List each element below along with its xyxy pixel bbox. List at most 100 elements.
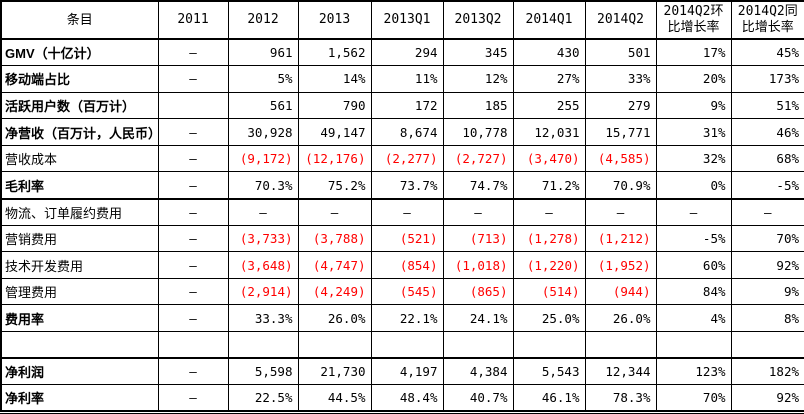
table-row: 净利率 –22.5% 44.5% 48.4% 40.7% 46.1% 78.3% 70% 92%: [0, 384, 804, 412]
column-header-item: 条目: [0, 0, 159, 40]
cell: 9%: [655, 91, 732, 120]
cell: 73.7%: [370, 171, 444, 200]
row-label: 物流、订单履约费用: [0, 197, 159, 226]
cell: 71.2%: [512, 171, 586, 200]
cell: 5,543: [512, 357, 586, 386]
table-row: 费用率 –33.3% 26.0% 22.1% 24.1% 25.0% 26.0% 4% 8%: [0, 304, 804, 333]
cell: 8,674: [370, 118, 444, 146]
column-header: 2013Q1: [370, 0, 444, 40]
cell: 561: [227, 91, 299, 120]
cell: –: [157, 384, 229, 412]
cell: 173%: [730, 65, 804, 93]
cell: (944): [584, 277, 657, 306]
cell: (1,212): [584, 224, 657, 253]
cell: –: [442, 197, 514, 226]
cell: [297, 331, 372, 359]
cell: 74.7%: [442, 171, 514, 200]
row-label: GMV（十亿计）: [0, 38, 159, 67]
table-row: 净利润 –5,598 21,730 4,197 4,384 5,543 12,344 123%…: [0, 357, 804, 386]
cell: (545): [370, 277, 444, 306]
cell: 185: [442, 91, 514, 120]
cell: 8%: [730, 304, 804, 333]
cell: 22.1%: [370, 304, 444, 333]
cell: 92%: [730, 384, 804, 412]
cell: 4,384: [442, 357, 514, 386]
cell: 78.3%: [584, 384, 657, 412]
cell: 33.3%: [227, 304, 299, 333]
table-row: 毛利率 –70.3% 75.2% 73.7% 74.7% 71.2% 70.9% 0% -5%: [0, 171, 804, 200]
cell: 0%: [655, 171, 732, 200]
row-label: 净利率: [0, 384, 159, 412]
cell: 31%: [655, 118, 732, 146]
row-label: 毛利率: [0, 171, 159, 200]
cell: –: [157, 357, 229, 386]
cell: 11%: [370, 65, 444, 93]
cell: 84%: [655, 277, 732, 306]
table-row: 管理费用 – (2,914) (4,249) (545) (865) (514) (944) 8…: [0, 277, 804, 306]
row-label: [0, 331, 159, 359]
cell: 26.0%: [584, 304, 657, 333]
cell: 20%: [655, 65, 732, 93]
cell: 17%: [655, 38, 732, 67]
cell: –: [157, 65, 229, 93]
cell: (1,220): [512, 251, 586, 279]
table-body: GMV（十亿计） –961 1,562 294 345 430 501 17% 45% 移动端占比…: [0, 38, 804, 412]
column-header: 2013Q2: [442, 0, 514, 40]
table-row: GMV（十亿计） –961 1,562 294 345 430 501 17% 45%: [0, 38, 804, 67]
cell: 12,031: [512, 118, 586, 146]
cell: 279: [584, 91, 657, 120]
cell: 790: [297, 91, 372, 120]
cell: –: [157, 118, 229, 146]
cell: –: [157, 277, 229, 306]
cell: 1,562: [297, 38, 372, 67]
cell: 5%: [227, 65, 299, 93]
row-label: 费用率: [0, 304, 159, 333]
cell: 5,598: [227, 357, 299, 386]
cell: (865): [442, 277, 514, 306]
cell: [584, 331, 657, 359]
cell: 345: [442, 38, 514, 67]
table-row: 移动端占比 –5% 14% 11% 12% 27% 33% 20% 173%: [0, 65, 804, 93]
cell: –: [655, 197, 732, 226]
cell: 15,771: [584, 118, 657, 146]
cell: 4,197: [370, 357, 444, 386]
cell: (3,648): [227, 251, 299, 279]
cell: 70%: [655, 384, 732, 412]
cell: –: [157, 304, 229, 333]
cell: -5%: [655, 224, 732, 253]
cell: (1,952): [584, 251, 657, 279]
cell: 123%: [655, 357, 732, 386]
row-label: 移动端占比: [0, 65, 159, 93]
cell: 75.2%: [297, 171, 372, 200]
cell: [442, 331, 514, 359]
cell: (4,585): [584, 144, 657, 173]
cell: (3,733): [227, 224, 299, 253]
cell: 294: [370, 38, 444, 67]
cell: (1,278): [512, 224, 586, 253]
cell: (521): [370, 224, 444, 253]
cell: 33%: [584, 65, 657, 93]
cell: 14%: [297, 65, 372, 93]
row-label: 营销费用: [0, 224, 159, 253]
column-header: 2012: [227, 0, 299, 40]
cell: 68%: [730, 144, 804, 173]
cell: 501: [584, 38, 657, 67]
row-label: 技术开发费用: [0, 251, 159, 279]
cell: –: [512, 197, 586, 226]
cell: 9%: [730, 277, 804, 306]
header-row: 条目 2011 2012 2013 2013Q1 2013Q2 2014Q1 2014Q2 20…: [0, 0, 804, 40]
table-row: 营收成本 – (9,172) (12,176) (2,277) (2,727) (3,470…: [0, 144, 804, 173]
cell: 60%: [655, 251, 732, 279]
column-header: 2011: [157, 0, 229, 40]
cell: –: [227, 197, 299, 226]
cell: 4%: [655, 304, 732, 333]
cell: (854): [370, 251, 444, 279]
cell: -5%: [730, 171, 804, 200]
cell: 182%: [730, 357, 804, 386]
cell: 10,778: [442, 118, 514, 146]
cell: 26.0%: [297, 304, 372, 333]
cell: (2,914): [227, 277, 299, 306]
cell: (2,277): [370, 144, 444, 173]
cell: –: [730, 197, 804, 226]
row-label: 活跃用户数（百万计）: [0, 91, 159, 120]
